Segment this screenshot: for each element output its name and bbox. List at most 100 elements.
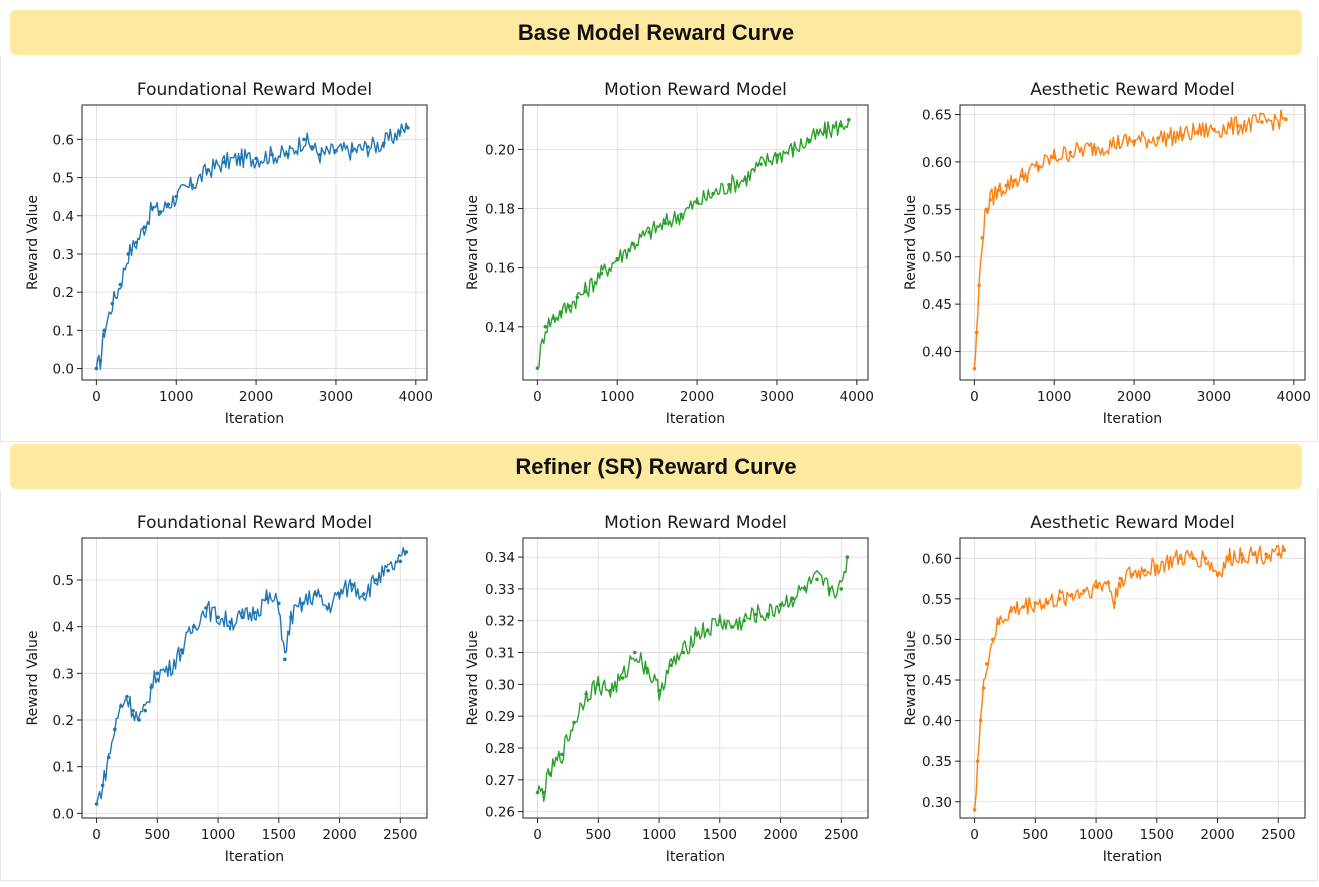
data-point <box>1068 150 1073 155</box>
data-point <box>131 708 135 713</box>
data-point <box>847 117 851 122</box>
data-point <box>118 282 123 287</box>
y-tick-label: 0.30 <box>485 677 515 693</box>
data-point <box>134 240 139 245</box>
data-point <box>608 688 613 693</box>
data-point <box>766 612 771 617</box>
data-point <box>583 289 588 294</box>
data-point <box>1179 556 1183 561</box>
x-axis-label: Iteration <box>225 849 284 865</box>
data-point <box>1264 552 1268 557</box>
data-point <box>112 727 117 732</box>
data-point <box>155 671 160 676</box>
y-tick-label: 0.2 <box>53 713 74 729</box>
x-tick-label: 0 <box>92 389 101 405</box>
data-point <box>1057 597 1062 601</box>
chart-title: Foundational Reward Model <box>137 80 372 100</box>
data-point <box>778 603 783 607</box>
data-point <box>222 160 226 165</box>
data-point <box>693 631 698 636</box>
data-point <box>1012 179 1017 183</box>
x-tick-label: 2000 <box>1117 389 1151 405</box>
data-point <box>984 207 989 212</box>
data-point <box>310 145 314 149</box>
x-tick-label: 500 <box>1022 827 1048 843</box>
data-point <box>615 256 620 261</box>
x-tick-label: 500 <box>144 827 170 843</box>
data-point <box>1036 164 1041 169</box>
x-tick-label: 1000 <box>600 389 634 405</box>
y-tick-label: 0.55 <box>922 202 952 218</box>
data-point <box>547 771 552 776</box>
y-tick-label: 0.0 <box>53 362 74 378</box>
data-point <box>620 676 625 680</box>
data-point <box>1215 572 1220 577</box>
y-tick-label: 0.40 <box>922 345 952 361</box>
x-tick-label: 2500 <box>824 827 858 843</box>
data-point <box>1021 605 1025 609</box>
y-tick-label: 0.65 <box>922 107 952 123</box>
data-point <box>270 152 274 157</box>
x-tick-label: 0 <box>970 827 979 843</box>
x-tick-label: 2000 <box>763 827 797 843</box>
refiner-section-frame <box>0 490 1318 881</box>
base-aesthetic-chart: Aesthetic Reward Model 0 1000 2000 3000 4000 0… <box>903 80 1311 427</box>
y-tick-label: 0.16 <box>485 261 515 277</box>
y-tick-label: 0.5 <box>53 573 74 589</box>
data-point <box>238 156 242 161</box>
data-point <box>1156 136 1160 140</box>
data-point <box>1252 552 1256 557</box>
y-tick-label: 0.60 <box>922 551 952 567</box>
y-axis-label: Reward Value <box>25 195 41 290</box>
data-point <box>398 129 402 134</box>
y-tick-label: 0.4 <box>53 620 74 636</box>
data-point <box>988 198 993 202</box>
data-point <box>204 606 208 610</box>
plot-frame <box>959 537 1306 819</box>
data-point <box>759 162 763 166</box>
x-tick-label: 4000 <box>1277 389 1311 405</box>
data-point <box>839 587 844 591</box>
data-point <box>551 316 556 320</box>
data-point <box>191 624 196 629</box>
data-point <box>126 252 131 256</box>
y-tick-label: 0.14 <box>485 320 515 336</box>
x-axis-label: Iteration <box>666 411 725 427</box>
data-point <box>1082 588 1086 593</box>
chart-title: Motion Reward Model <box>604 80 787 100</box>
plot-frame <box>522 104 869 381</box>
data-point <box>1240 552 1244 557</box>
data-point <box>742 618 746 623</box>
data-point <box>1009 609 1013 613</box>
data-point <box>567 304 572 308</box>
data-point <box>827 587 831 591</box>
data-point <box>807 138 811 143</box>
y-tick-label: 0.3 <box>53 666 74 682</box>
x-tick-label: 1000 <box>1037 389 1071 405</box>
x-tick-label: 2500 <box>1261 827 1295 843</box>
y-tick-label: 0.33 <box>485 582 515 598</box>
data-point <box>1180 133 1184 138</box>
x-tick-label: 0 <box>533 827 542 843</box>
data-point <box>142 225 147 230</box>
data-point <box>972 808 977 812</box>
data-point <box>657 688 661 693</box>
data-point <box>216 615 220 620</box>
data-point <box>977 283 981 287</box>
data-point <box>1020 174 1025 178</box>
x-tick-label: 1000 <box>642 827 676 843</box>
data-point <box>559 310 564 314</box>
data-point <box>276 601 281 606</box>
data-point <box>1154 564 1159 569</box>
data-point <box>252 610 257 615</box>
data-point <box>301 601 305 606</box>
data-point <box>167 666 172 671</box>
y-axis-label: Reward Value <box>465 630 481 725</box>
base-foundational-chart: Foundational Reward Model 0 1000 2000 3000 40… <box>25 80 433 427</box>
data-point <box>404 550 409 554</box>
y-tick-label: 0.1 <box>53 760 74 776</box>
data-point <box>289 615 293 620</box>
data-point <box>158 210 163 214</box>
y-tick-label: 0.26 <box>485 805 515 821</box>
data-point <box>743 177 747 181</box>
